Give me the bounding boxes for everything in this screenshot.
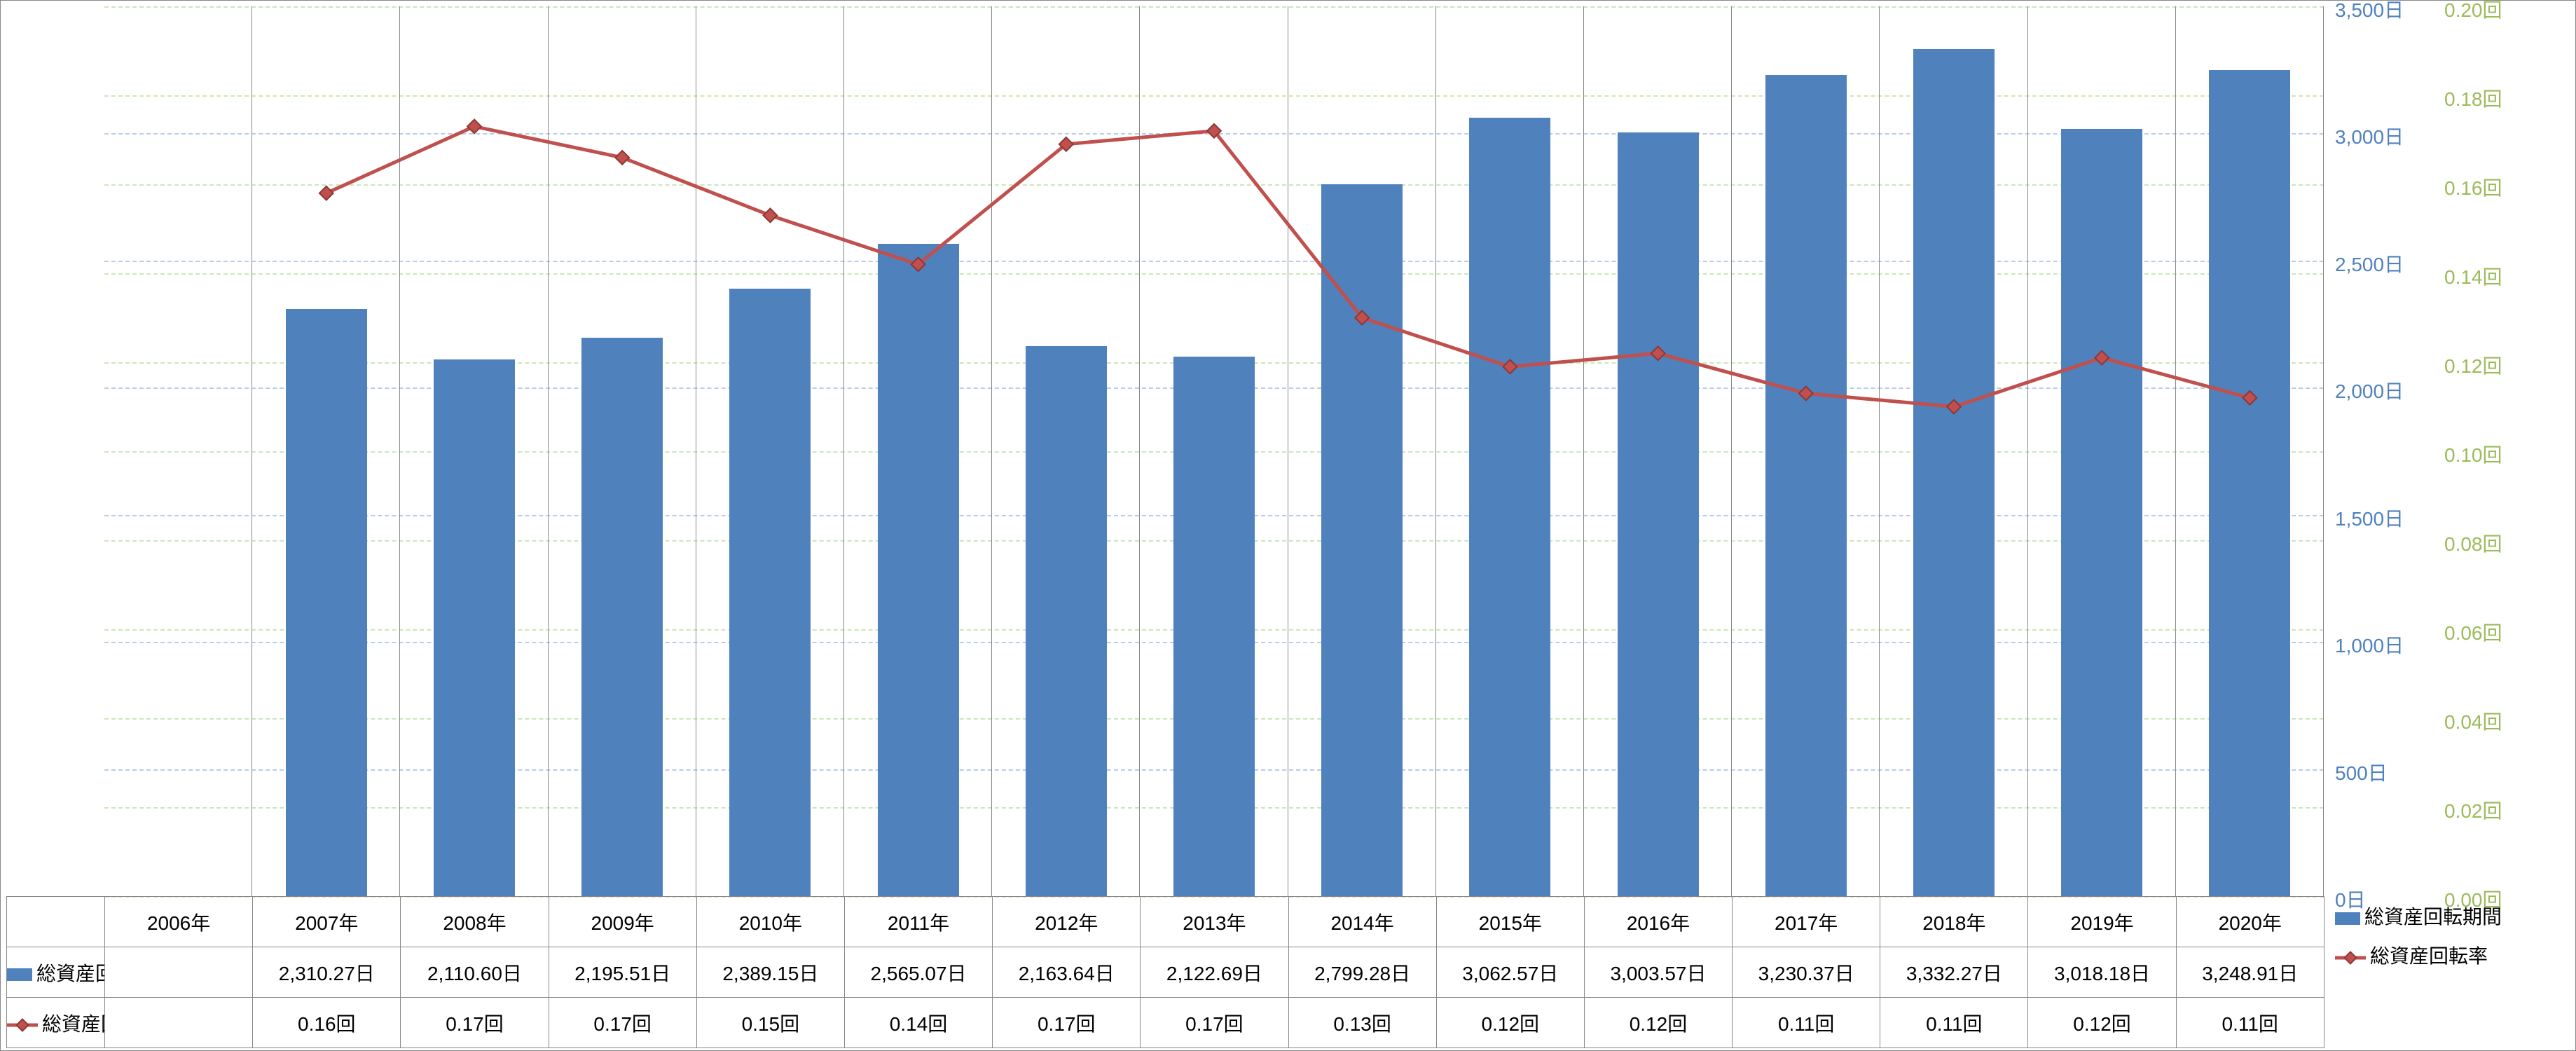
y2-tick-label: 0.12回: [2444, 351, 2502, 379]
y1-tick-label: 2,000日: [2335, 376, 2404, 404]
y1-tick-label: 3,000日: [2335, 122, 2404, 150]
year-row-cell: 2018年: [1880, 897, 2028, 947]
line-row-cell: 0.17回: [401, 998, 549, 1048]
bar-row-header: 総資産回転期間: [7, 947, 105, 998]
line-marker: [2095, 351, 2109, 365]
plot-area: [104, 6, 2324, 896]
legend-line: 総資産回転率: [2329, 935, 2571, 975]
line-row-cell: 0.17回: [993, 998, 1141, 1048]
bar-row-cell: 2,122.69日: [1141, 947, 1288, 998]
line-row-cell: 0.17回: [1141, 998, 1288, 1048]
year-row: 2006年2007年2008年2009年2010年2011年2012年2013年…: [7, 897, 2324, 947]
y2-tick-label: 0.18回: [2444, 84, 2502, 112]
y2-tick-label: 0.08回: [2444, 529, 2502, 557]
line-row-cell: 0.16回: [253, 998, 401, 1048]
line-row-cell: 0.11回: [2176, 998, 2324, 1048]
line-series: [326, 126, 2250, 406]
legend-bar: 総資産回転期間: [2329, 896, 2571, 935]
line-row-cell: 0.14回: [844, 998, 992, 1048]
line-marker: [1799, 387, 1813, 401]
y2-tick-label: 0.06回: [2444, 618, 2502, 646]
line-row-cell: 0.17回: [549, 998, 696, 1048]
line-marker: [764, 209, 778, 223]
line-row-cell: [105, 998, 253, 1048]
y-axis-left: 0日500日1,000日1,500日2,000日2,500日3,000日3,50…: [2329, 6, 2434, 896]
bar-row-cell: 2,310.27日: [253, 947, 401, 998]
bar-row-cell: 3,332.27日: [1880, 947, 2028, 998]
y2-tick-label: 0.14回: [2444, 262, 2502, 290]
year-row-cell: 2008年: [401, 897, 549, 947]
bar-row-cell: 3,018.18日: [2028, 947, 2176, 998]
bar-row-cell: 2,195.51日: [549, 947, 696, 998]
line-marker: [1651, 346, 1665, 360]
line-marker: [615, 151, 629, 165]
legend-line-swatch: [2335, 950, 2366, 966]
y-axis-right: 0.00回0.02回0.04回0.06回0.08回0.10回0.12回0.14回…: [2439, 6, 2572, 896]
bar-row-cell: 2,110.60日: [401, 947, 549, 998]
year-row-header: [7, 897, 105, 947]
line-row: 総資産回転率0.16回0.17回0.17回0.15回0.14回0.17回0.17…: [7, 998, 2324, 1048]
bar-row-cell: 2,389.15日: [696, 947, 844, 998]
line-row-cell: 0.15回: [696, 998, 844, 1048]
legend-line-label: 総資産回転率: [2370, 945, 2488, 967]
bar-row-cell: 3,230.37日: [1733, 947, 1880, 998]
data-table: 2006年2007年2008年2009年2010年2011年2012年2013年…: [6, 896, 2324, 1048]
year-row-cell: 2011年: [844, 897, 992, 947]
y1-tick-label: 1,500日: [2335, 504, 2404, 532]
line-marker: [1503, 359, 1517, 373]
bar-row-cell: 3,003.57日: [1584, 947, 1732, 998]
y2-tick-label: 0.04回: [2444, 707, 2502, 735]
year-row-cell: 2012年: [993, 897, 1141, 947]
year-row-cell: 2015年: [1436, 897, 1584, 947]
year-row-cell: 2007年: [253, 897, 401, 947]
legend-bar-swatch: [2335, 912, 2360, 925]
legend-bar-label: 総資産回転期間: [2364, 906, 2502, 928]
year-row-cell: 2009年: [549, 897, 696, 947]
y1-tick-label: 2,500日: [2335, 249, 2404, 277]
year-row-cell: 2019年: [2028, 897, 2176, 947]
line-row-cell: 0.11回: [1733, 998, 1880, 1048]
bar-row-cell: 2,565.07日: [844, 947, 992, 998]
line-row-cell: 0.12回: [1584, 998, 1732, 1048]
line-row-cell: 0.11回: [1880, 998, 2028, 1048]
year-row-cell: 2014年: [1288, 897, 1436, 947]
year-row-cell: 2016年: [1584, 897, 1732, 947]
bar-row-cell: 3,248.91日: [2176, 947, 2324, 998]
y2-tick-label: 0.02回: [2444, 796, 2502, 824]
bar-row-cell: 2,163.64日: [993, 947, 1141, 998]
line-marker: [1947, 400, 1961, 414]
y2-tick-label: 0.10回: [2444, 440, 2502, 468]
bar-row: 総資産回転期間 2,310.27日2,110.60日2,195.51日2,389.…: [7, 947, 2324, 998]
line-marker: [467, 120, 481, 134]
year-row-cell: 2020年: [2176, 897, 2324, 947]
year-row-cell: 2013年: [1141, 897, 1288, 947]
line-marker: [2243, 391, 2257, 405]
bar-row-cell: 3,062.57日: [1436, 947, 1584, 998]
y1-tick-label: 3,500日: [2335, 0, 2404, 23]
year-row-cell: 2017年: [1733, 897, 1880, 947]
y2-tick-label: 0.16回: [2444, 173, 2502, 201]
year-row-cell: 2006年: [105, 897, 253, 947]
line-row-cell: 0.12回: [2028, 998, 2176, 1048]
line-row-cell: 0.13回: [1288, 998, 1436, 1048]
chart-container: 0日500日1,000日1,500日2,000日2,500日3,000日3,50…: [0, 0, 2576, 1051]
y1-tick-label: 1,000日: [2335, 631, 2404, 659]
bar-row-cell: 2,799.28日: [1288, 947, 1436, 998]
line-series-svg: [104, 6, 2324, 896]
line-row-header: 総資産回転率: [7, 998, 105, 1048]
year-row-cell: 2010年: [696, 897, 844, 947]
y2-tick-label: 0.20回: [2444, 0, 2502, 23]
y1-tick-label: 500日: [2335, 758, 2388, 786]
line-row-cell: 0.12回: [1436, 998, 1584, 1048]
line-marker: [319, 186, 333, 200]
legend-right: 総資産回転期間 総資産回転率: [2329, 896, 2571, 1047]
data-table-area: 2006年2007年2008年2009年2010年2011年2012年2013年…: [6, 896, 2324, 1047]
bar-row-cell: [105, 947, 253, 998]
